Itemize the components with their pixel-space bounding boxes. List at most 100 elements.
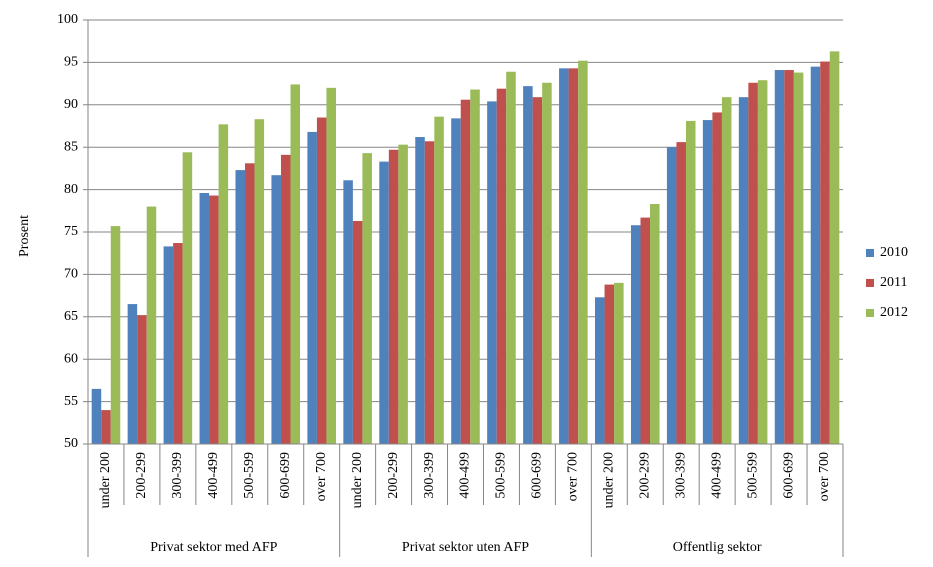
bar: [352, 220, 363, 444]
bar: [137, 315, 147, 444]
bar: [146, 206, 157, 444]
bar: [415, 137, 425, 445]
bar: [316, 117, 327, 445]
x-tick-label: over 700: [817, 452, 832, 501]
x-tick-label: 200-299: [637, 452, 652, 499]
bar: [307, 131, 317, 444]
bar: [127, 304, 138, 444]
y-tick-label: 75: [64, 224, 78, 239]
bar: [218, 124, 229, 444]
bar: [496, 88, 507, 445]
y-tick-label: 90: [64, 97, 78, 112]
x-tick-label: over 700: [314, 452, 329, 501]
group-label: Privat sektor med AFP: [150, 540, 277, 555]
legend-swatch: [866, 279, 874, 287]
x-tick-label: 600-699: [781, 452, 796, 499]
bar: [326, 87, 336, 444]
x-tick-label: 500-599: [745, 452, 760, 499]
x-tick-label: 500-599: [494, 452, 509, 499]
y-tick-label: 80: [64, 182, 78, 197]
x-tick-label: 300-399: [673, 452, 688, 499]
bar: [487, 101, 497, 445]
bar: [559, 68, 569, 444]
bar: [578, 60, 588, 444]
y-tick-label: 60: [64, 351, 78, 366]
bar: [523, 86, 533, 445]
x-tick-label: 400-499: [206, 452, 221, 499]
bar: [173, 243, 183, 444]
bar: [614, 282, 624, 444]
x-tick-label: under 200: [98, 452, 113, 508]
bar: [199, 192, 210, 444]
bar: [110, 226, 121, 444]
x-tick-label: under 200: [350, 452, 365, 508]
y-tick-label: 95: [64, 55, 78, 70]
bar: [568, 68, 579, 444]
group-label: Privat sektor uten AFP: [402, 540, 529, 555]
bar: [820, 61, 830, 444]
legend-label: 2012: [880, 305, 908, 320]
bar: [101, 410, 111, 444]
bar: [434, 116, 444, 444]
x-tick-label: 200-299: [134, 452, 149, 499]
bar: [379, 161, 389, 444]
y-tick-label: 65: [64, 309, 78, 324]
legend-swatch: [866, 309, 874, 317]
x-tick-label: 300-399: [170, 452, 185, 499]
bar: [424, 141, 435, 445]
bar: [793, 72, 804, 445]
x-tick-label: 400-499: [709, 452, 724, 499]
y-tick-label: 85: [64, 139, 78, 154]
y-tick-label: 50: [64, 436, 78, 451]
bar: [290, 84, 301, 444]
bar: [738, 97, 749, 444]
bar: [280, 154, 291, 444]
bar: [470, 89, 480, 444]
bar: [182, 152, 193, 444]
bar: [685, 120, 696, 445]
y-tick-label: 70: [64, 267, 78, 282]
bar: [254, 119, 265, 444]
bar: [757, 80, 768, 444]
x-tick-label: under 200: [602, 452, 617, 508]
bar: [245, 163, 255, 444]
bar: [721, 97, 732, 444]
bar: [712, 112, 722, 444]
y-tick-label: 55: [64, 394, 78, 409]
bar: [702, 120, 713, 445]
x-tick-label: over 700: [566, 452, 581, 501]
bar: [630, 225, 641, 444]
x-tick-label: 600-699: [530, 452, 545, 499]
bar: [91, 388, 102, 444]
x-tick-label: 200-299: [386, 452, 401, 499]
x-tick-label: 300-399: [422, 452, 437, 499]
bar: [748, 82, 758, 444]
y-tick-label: 100: [57, 12, 78, 27]
bar: [810, 66, 821, 444]
bar: [460, 99, 471, 444]
x-tick-label: 500-599: [242, 452, 257, 499]
bar: [829, 51, 840, 444]
y-axis-label: Prosent: [17, 215, 32, 257]
group-label: Offentlig sektor: [673, 540, 762, 555]
bar: [388, 149, 399, 444]
legend-label: 2011: [880, 275, 907, 290]
bar: [235, 170, 246, 444]
bar: [640, 217, 651, 444]
legend-swatch: [866, 249, 874, 257]
bar: [784, 70, 794, 445]
bar: [774, 70, 785, 445]
bar: [163, 246, 174, 444]
bar: [595, 297, 605, 444]
bar: [650, 204, 660, 444]
bar: [532, 97, 543, 444]
bar: [209, 195, 219, 444]
bar: [506, 71, 516, 444]
bar: [343, 180, 353, 444]
bar: [666, 147, 677, 444]
bar: [604, 284, 615, 444]
x-tick-label: 400-499: [458, 452, 473, 499]
bar: [398, 144, 408, 444]
bar: [271, 175, 281, 444]
